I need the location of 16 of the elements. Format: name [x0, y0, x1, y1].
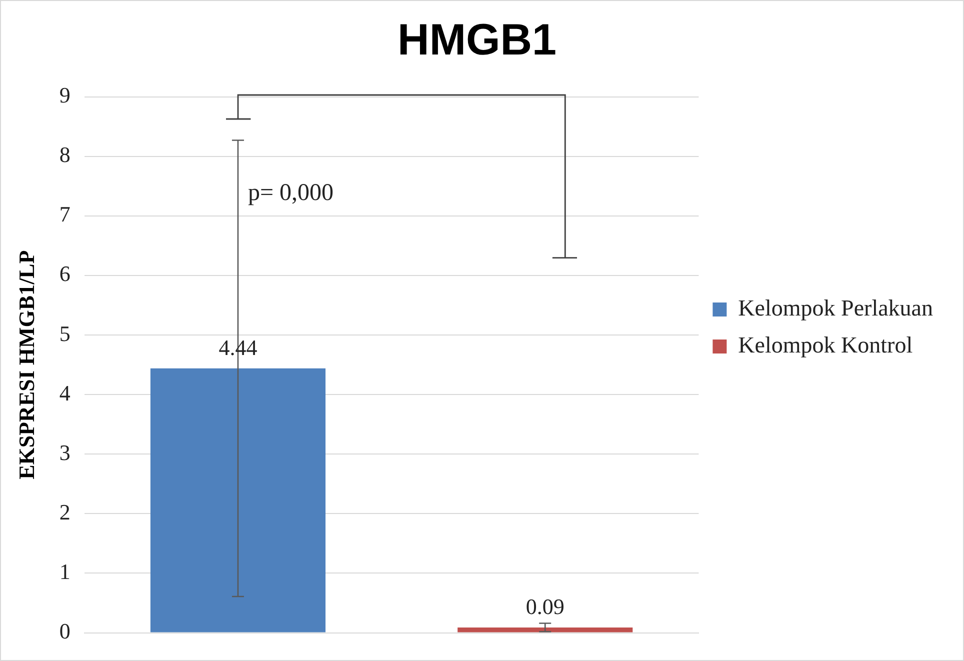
y-axis-title: EKSPRESI HMGB1/LP: [14, 250, 39, 480]
legend-label: Kelompok Kontrol: [738, 332, 913, 358]
legend-label: Kelompok Perlakuan: [738, 296, 934, 321]
y-tick-label: 7: [59, 202, 70, 227]
y-tick-label: 6: [59, 261, 70, 286]
chart-title: HMGB1: [398, 16, 556, 65]
y-tick-label: 3: [59, 440, 70, 465]
y-tick-label: 4: [59, 380, 70, 406]
y-tick-label: 1: [59, 559, 70, 584]
data-label: 0.09: [526, 594, 564, 620]
y-tick-label: 9: [59, 82, 70, 108]
annotation: p= 0,000: [248, 180, 334, 206]
y-tick-label: 0: [59, 618, 70, 644]
y-tick-label: 2: [59, 499, 70, 524]
y-tick-label: 5: [59, 320, 70, 346]
y-tick-label: 8: [59, 142, 70, 168]
